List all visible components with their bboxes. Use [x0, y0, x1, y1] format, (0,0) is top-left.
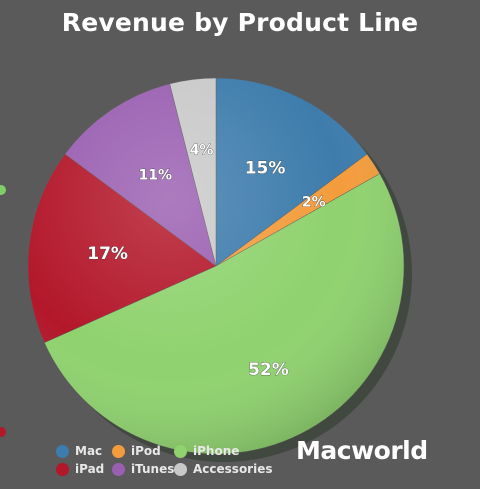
macworld-logo: Macworld — [296, 436, 428, 465]
legend-swatch-itunes — [112, 462, 125, 476]
legend-item-itunes: iTunes — [112, 462, 174, 476]
legend-swatch-mac — [56, 444, 69, 458]
legend-swatch-iphone — [174, 444, 187, 458]
legend-swatch-ipad — [56, 462, 69, 476]
chart-title: Revenue by Product Line — [61, 8, 419, 37]
edge-marker-red — [0, 427, 6, 437]
pie-slices — [27, 77, 412, 462]
legend-label-ipad: iPad — [75, 462, 105, 476]
legend-item-accessories: Accessories — [174, 462, 273, 476]
legend-swatch-ipod — [112, 444, 125, 458]
legend-label-mac: Mac — [75, 444, 103, 458]
slice-label-mac: 15% — [245, 159, 286, 179]
legend-label-itunes: iTunes — [131, 462, 175, 476]
slice-label-itunes: 11% — [138, 167, 172, 183]
legend-swatch-accessories — [174, 462, 187, 476]
slice-label-accessories: 4% — [190, 142, 214, 158]
slice-label-ipad: 17% — [87, 244, 128, 264]
edge-marker-green — [0, 185, 6, 195]
legend-item-ipad: iPad — [56, 462, 104, 476]
slice-label-ipod: 2% — [302, 195, 326, 211]
legend: Mac iPod iPhone iPad iTunes Accessories — [56, 444, 296, 480]
legend-label-iphone: iPhone — [193, 444, 240, 458]
legend-label-accessories: Accessories — [193, 462, 273, 476]
legend-label-ipod: iPod — [131, 444, 161, 458]
pie-slice-labels: 15% 2% 52% 17% 11% 4% — [87, 142, 326, 380]
slice-label-iphone: 52% — [248, 360, 289, 380]
legend-item-iphone: iPhone — [174, 444, 239, 458]
legend-item-ipod: iPod — [112, 444, 161, 458]
legend-item-mac: Mac — [56, 444, 102, 458]
